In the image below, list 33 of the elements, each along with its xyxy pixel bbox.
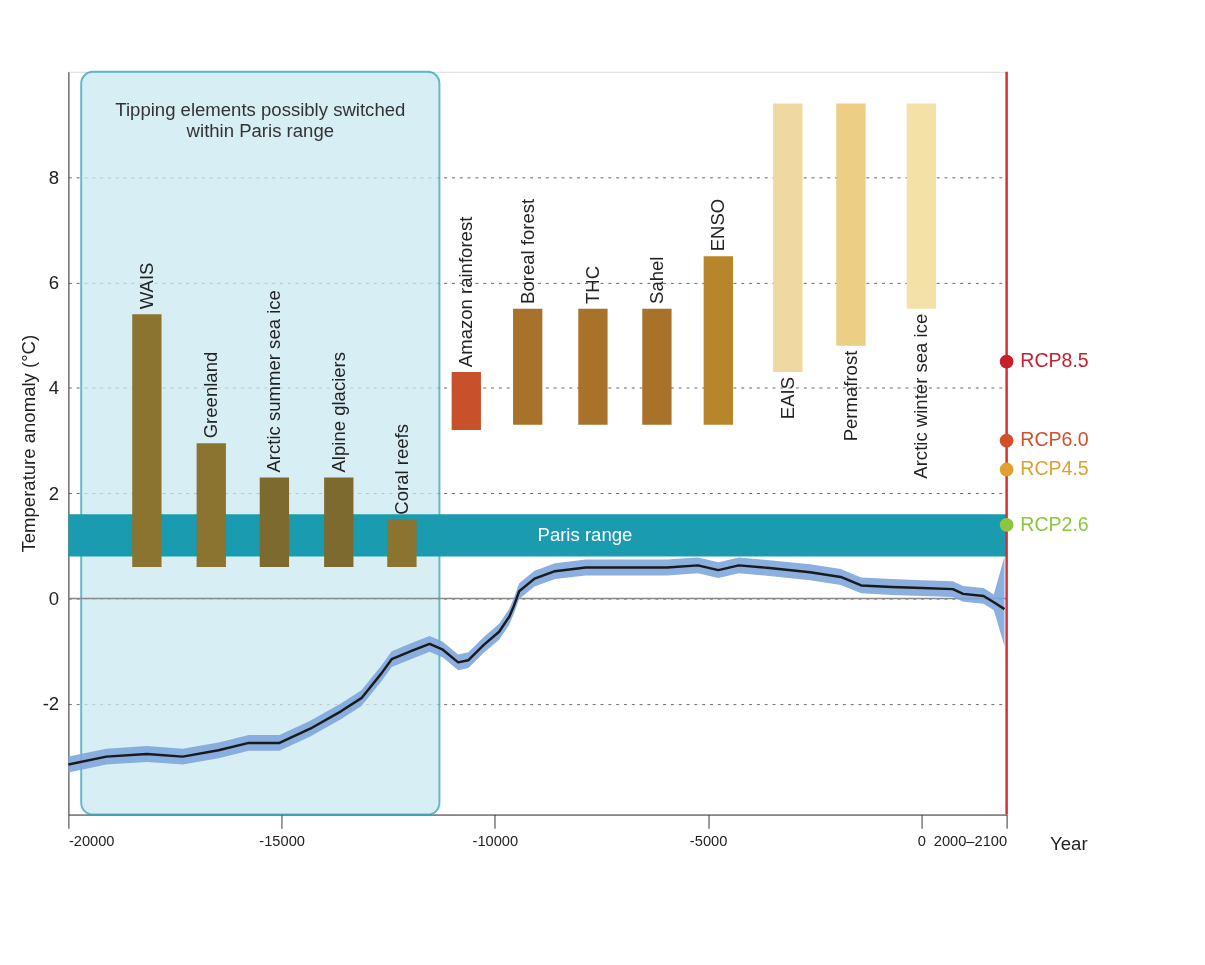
annotation: THC	[581, 265, 603, 304]
annotation: Amazon rainforest	[455, 215, 477, 368]
annotation: EAIS	[776, 376, 798, 420]
y-tick-label: 0	[48, 587, 60, 609]
x-tick-label: -15000	[259, 833, 305, 850]
band-label: Tipping elements possibly switched within Paris range	[115, 98, 406, 142]
annotation: Greenland	[200, 351, 222, 439]
y-tick-label: -2	[42, 693, 60, 715]
y-axis-title: Temperature anomaly (°C)	[17, 334, 39, 553]
annotation: Sahel	[645, 256, 667, 304]
series-label: RCP6.0	[1020, 428, 1089, 451]
band-label: Paris range	[537, 524, 633, 546]
x-tick-label: 2000–2100	[933, 833, 1008, 850]
y-tick-label: 6	[48, 271, 60, 293]
series-label: RCP8.5	[1020, 349, 1089, 372]
annotation: ENSO	[707, 198, 729, 252]
series-label: RCP4.5	[1020, 457, 1089, 480]
x-tick-label: -20000	[68, 833, 115, 850]
annotation: Arctic winter sea ice	[910, 313, 932, 479]
x-tick-label: 0	[917, 833, 926, 850]
annotation: Alpine glaciers	[327, 351, 349, 473]
series-label: RCP2.6	[1020, 512, 1089, 535]
annotation: Arctic summer sea ice	[263, 290, 285, 473]
x-tick-label: -5000	[689, 833, 728, 850]
y-tick-label: 8	[48, 166, 60, 188]
annotation: Permafrost	[839, 349, 861, 442]
x-tick-label: -10000	[472, 833, 519, 850]
y-tick-label: 2	[48, 482, 60, 504]
y-tick-label: 4	[48, 377, 60, 399]
x-axis-title: Year	[1050, 833, 1088, 855]
annotation: WAIS	[135, 262, 157, 310]
annotation: Coral reefs	[390, 423, 412, 515]
annotation: Boreal forest	[516, 197, 538, 304]
